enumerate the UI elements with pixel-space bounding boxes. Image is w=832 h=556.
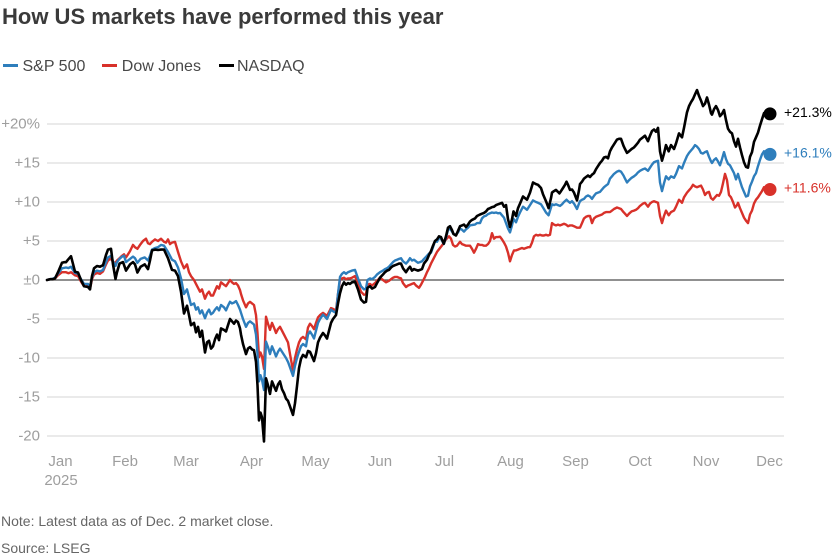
svg-text:Mar: Mar [173,453,199,470]
svg-text:+10: +10 [15,194,40,211]
svg-text:Aug: Aug [497,453,524,470]
svg-text:±0: ±0 [23,272,40,289]
svg-text:+20%: +20% [1,116,40,133]
svg-text:Jun: Jun [368,453,392,470]
svg-text:+5: +5 [23,233,40,250]
svg-text:+16.1%: +16.1% [784,144,832,160]
svg-text:-10: -10 [18,350,40,367]
svg-text:+21.3%: +21.3% [784,104,832,120]
svg-text:-15: -15 [18,389,40,406]
svg-text:Dec: Dec [756,453,783,470]
svg-text:-20: -20 [18,428,40,445]
svg-text:Sep: Sep [562,453,589,470]
svg-text:+15: +15 [15,155,40,172]
svg-text:2025: 2025 [44,472,77,489]
svg-text:May: May [301,453,330,470]
svg-text:Jul: Jul [435,453,454,470]
svg-text:Feb: Feb [112,453,138,470]
svg-text:-5: -5 [27,311,40,328]
svg-text:Apr: Apr [240,453,263,470]
svg-text:Oct: Oct [628,453,652,470]
svg-text:Nov: Nov [693,453,720,470]
svg-text:+11.6%: +11.6% [784,179,831,195]
svg-text:Jan: Jan [48,453,72,470]
